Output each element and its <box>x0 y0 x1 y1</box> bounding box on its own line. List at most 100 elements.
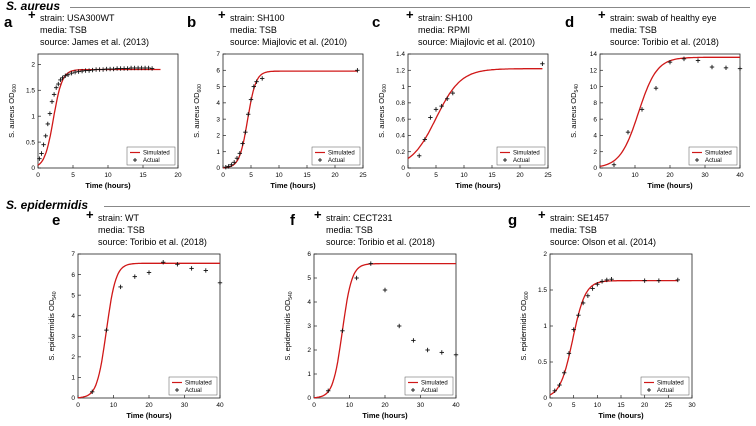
x-tick-label: 5 <box>71 172 75 179</box>
actual-point <box>223 164 228 170</box>
x-tick-label: 30 <box>688 402 696 409</box>
actual-point <box>599 279 605 284</box>
plot-frame <box>77 253 221 399</box>
panel-g-media: media: TSB <box>550 225 597 235</box>
chart-g: 0 5 10 15 20 25 30 0 0.5 1 1.5 2 Time (hours) S. epid… <box>519 251 696 420</box>
y-tick-label: 1 <box>401 84 405 91</box>
panel-label-d: d <box>565 14 575 31</box>
legend-actual-label: Actual <box>421 388 438 394</box>
y-tick-label: 4 <box>593 133 597 140</box>
actual-point <box>453 352 459 357</box>
panel-e-strain: strain: WT <box>98 213 140 223</box>
actual-point <box>566 351 572 356</box>
panel-b-strain: strain: SH100 <box>230 13 285 23</box>
actual-point <box>146 65 151 71</box>
actual-point <box>540 61 545 66</box>
panel-c-media: media: RPMI <box>418 25 471 35</box>
actual-point <box>580 300 586 306</box>
y-tick-label: 12 <box>590 67 598 74</box>
y-tick-label: 0 <box>401 165 405 172</box>
y-tick-label: 0 <box>593 165 597 172</box>
actual-point <box>254 79 259 84</box>
y-axis-label: S. epidermidis OD600 <box>519 291 530 360</box>
actual-point <box>51 92 57 97</box>
y-axis-label: S. epidermidis OD540 <box>283 291 294 360</box>
y-tick-label: 0.5 <box>26 139 35 146</box>
actual-point <box>604 277 609 283</box>
panel-f-media: media: TSB <box>326 225 373 235</box>
panel-d-media: media: TSB <box>610 25 657 35</box>
actual-point <box>76 69 81 74</box>
species-divider-aureus <box>70 7 750 8</box>
actual-point <box>656 278 662 283</box>
x-tick-label: 40 <box>452 402 460 409</box>
x-tick-label: 30 <box>181 402 189 409</box>
actual-point <box>248 97 254 102</box>
legend-actual-swatch <box>175 388 179 392</box>
actual-point <box>39 151 44 156</box>
panel-a-media: media: TSB <box>40 25 87 35</box>
actual-point <box>243 129 248 135</box>
x-axis-label: Time (hours) <box>362 411 408 420</box>
species-title-epidermidis: S. epidermidis <box>6 198 89 212</box>
x-tick-label: 0 <box>598 172 602 179</box>
actual-point <box>428 115 433 120</box>
panel-g-strain: strain: SE1457 <box>550 213 610 223</box>
x-axis-label: Time (hours) <box>598 411 644 420</box>
legend-actual-swatch <box>503 158 507 162</box>
actual-point <box>104 327 109 333</box>
legend-actual-label: Actual <box>185 388 202 394</box>
panel-label-e: e <box>52 212 61 229</box>
y-tick-label: 1 <box>543 323 547 330</box>
y-tick-label: 5 <box>307 275 311 282</box>
x-tick-label: 0 <box>221 172 225 179</box>
y-tick-label: 0.6 <box>396 116 405 123</box>
chart-a: 0 5 10 15 20 0 0.5 1 1.5 2 Time (hours) S. aureus O… <box>7 53 182 190</box>
actual-point <box>422 137 427 142</box>
panel-a-meta: + strain: USA300WT media: TSB source: Ja… <box>28 8 149 48</box>
plus-icon: + <box>218 7 226 22</box>
legend-actual-label: Actual <box>705 158 722 164</box>
y-tick-label: 0 <box>543 395 547 402</box>
actual-point <box>571 327 576 332</box>
actual-point <box>251 84 256 89</box>
actual-point <box>595 282 600 287</box>
actual-point <box>79 68 85 74</box>
actual-point <box>326 388 331 393</box>
y-tick-label: 1 <box>71 375 75 382</box>
legend-actual-swatch <box>318 158 322 162</box>
legend-box <box>688 146 738 166</box>
y-tick-label: 2 <box>543 251 547 258</box>
actual-point <box>118 284 123 290</box>
x-tick-label: 20 <box>331 172 339 179</box>
panel-b-source: source: Miajlovic et al. (2010) <box>230 37 348 47</box>
legend-box <box>640 376 690 396</box>
actual-point <box>355 68 360 73</box>
actual-point <box>43 133 48 139</box>
y-tick-label: 3 <box>71 333 75 340</box>
chart-e: 0 10 20 30 40 0 1 2 3 4 5 6 7 Time (hours) S. epidermi… <box>47 251 224 420</box>
species-title-aureus: S. aureus <box>6 0 61 13</box>
y-tick-label: 4 <box>307 299 311 306</box>
y-tick-label: 3 <box>307 323 311 330</box>
legend-actual-swatch <box>695 158 699 162</box>
plus-icon: + <box>28 7 36 22</box>
panel-e-media: media: TSB <box>98 225 145 235</box>
plus-icon: + <box>598 7 606 22</box>
y-tick-label: 5 <box>216 84 220 91</box>
simulated-curve <box>313 262 456 399</box>
x-tick-label: 25 <box>544 172 552 179</box>
y-tick-label: 10 <box>590 84 598 91</box>
actual-point <box>37 156 42 161</box>
actual-point <box>368 261 373 266</box>
actual-point <box>675 277 680 283</box>
panel-b-meta: + strain: SH100 media: TSB source: Miajl… <box>218 8 348 48</box>
y-tick-label: 2 <box>593 149 597 156</box>
actual-point <box>439 350 444 355</box>
x-tick-label: 10 <box>110 402 118 409</box>
x-axis-label: Time (hours) <box>647 181 693 190</box>
panel-d-strain: strain: swab of healthy eye <box>610 13 717 23</box>
y-tick-label: 2 <box>31 62 35 69</box>
